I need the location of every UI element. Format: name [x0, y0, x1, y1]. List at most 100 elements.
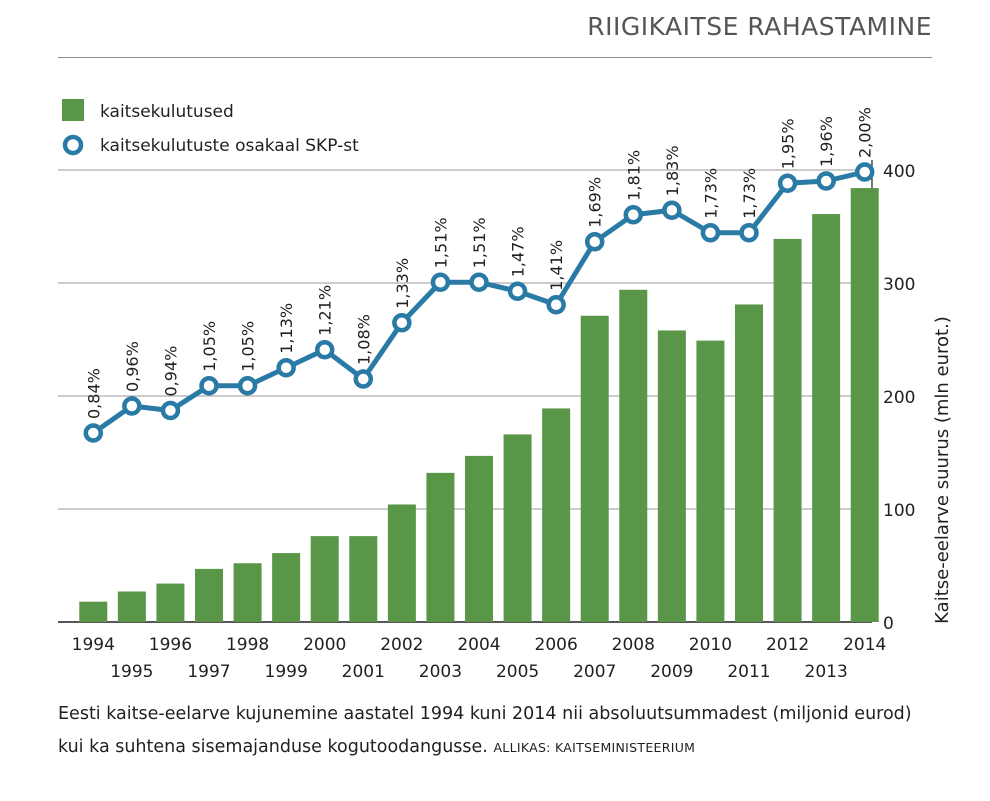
point-1994 [83, 423, 104, 443]
point-2003 [430, 272, 451, 292]
percent-label-2013: 1,96% [817, 116, 836, 167]
y-tick-0: 0 [883, 614, 894, 634]
bar-1997 [195, 568, 223, 622]
bar-1998 [233, 563, 262, 622]
y-tick-300: 300 [883, 275, 915, 295]
caption-text: Eesti kaitse-eelarve kujunemine aastatel… [58, 704, 912, 757]
percent-label-2009: 1,83% [663, 145, 682, 196]
x-tick-2006: 2006 [535, 635, 578, 655]
bar-2000 [310, 536, 339, 622]
y-tick-400: 400 [883, 162, 915, 182]
chart-caption: Eesti kaitse-eelarve kujunemine aastatel… [58, 698, 938, 764]
point-2005 [507, 281, 528, 301]
percent-label-2002: 1,33% [393, 258, 412, 309]
x-tick-2003: 2003 [419, 662, 462, 682]
percent-label-1996: 0,94% [161, 346, 180, 397]
x-tick-1999: 1999 [265, 662, 308, 682]
x-tick-2010: 2010 [689, 635, 732, 655]
bar-2013 [812, 214, 841, 622]
percent-label-1999: 1,13% [277, 303, 296, 354]
x-tick-2008: 2008 [612, 635, 655, 655]
bar-1994 [79, 601, 108, 622]
legend-bar-swatch [62, 99, 84, 121]
x-tick-2009: 2009 [650, 662, 693, 682]
bar-2001 [349, 536, 378, 622]
percent-label-2005: 1,47% [509, 226, 528, 277]
x-tick-1997: 1997 [187, 662, 230, 682]
point-2012 [777, 173, 798, 193]
bar-2008 [619, 289, 648, 622]
y-tick-200: 200 [883, 388, 915, 408]
x-tick-2002: 2002 [380, 635, 423, 655]
percent-label-1997: 1,05% [200, 321, 219, 372]
bar-1999 [272, 553, 301, 622]
percent-label-2014: 2,00% [856, 107, 875, 158]
point-2011 [739, 223, 759, 243]
point-2000 [314, 340, 335, 360]
page-title: RIIGIKAITSE RAHASTAMINE [587, 12, 932, 41]
percent-label-2004: 1,51% [470, 217, 489, 268]
bar-2014 [850, 188, 879, 622]
percent-label-2012: 1,95% [779, 118, 798, 169]
point-1998 [237, 376, 258, 396]
percent-label-2011: 1,73% [740, 168, 759, 219]
percent-label-1998: 1,05% [239, 321, 258, 372]
percent-label-2003: 1,51% [431, 217, 450, 268]
bar-1995 [117, 591, 146, 622]
x-tick-2013: 2013 [805, 662, 848, 682]
legend-line-marker [62, 134, 84, 156]
bar-series [79, 188, 879, 622]
point-2010 [700, 223, 721, 243]
point-1995 [122, 396, 142, 416]
bar-2005 [503, 434, 532, 622]
x-tick-1994: 1994 [72, 635, 115, 655]
percent-label-2006: 1,41% [547, 240, 566, 291]
point-2001 [353, 369, 374, 389]
percent-label-1995: 0,96% [123, 341, 142, 392]
x-tick-2000: 2000 [303, 635, 346, 655]
legend-line-label: kaitsekulutuste osakaal SKP-st [100, 136, 359, 156]
point-2002 [392, 313, 412, 333]
percent-label-2010: 1,73% [701, 168, 720, 219]
x-tick-1996: 1996 [149, 635, 192, 655]
x-tick-2007: 2007 [573, 662, 616, 682]
point-2007 [584, 232, 605, 252]
bar-2012 [773, 238, 802, 622]
x-tick-2001: 2001 [342, 662, 385, 682]
x-axis-ticks: 1994 1995 1996 1997 1998 1999 2000 2001 2002 2003… [72, 635, 887, 682]
legend-bar-label: kaitsekulutused [100, 102, 234, 122]
bar-2002 [387, 504, 416, 622]
page-header: RIIGIKAITSE RAHASTAMINE [0, 0, 990, 60]
percent-labels: 0,84% 0,96% 0,94% 1,05% 1,05% 1,13% 1,21% 1,08%… [84, 107, 874, 419]
x-tick-2004: 2004 [457, 635, 500, 655]
point-2004 [469, 272, 489, 292]
point-2014 [854, 162, 875, 182]
y-tick-100: 100 [883, 501, 915, 521]
bar-2011 [735, 304, 763, 622]
bar-2006 [542, 408, 571, 622]
point-1999 [276, 358, 296, 378]
point-1996 [160, 400, 181, 421]
point-1997 [199, 376, 219, 396]
x-tick-1995: 1995 [110, 662, 153, 682]
point-2009 [662, 200, 682, 220]
y-axis-ticks: 0 100 200 300 400 [883, 162, 915, 634]
percent-label-2008: 1,81% [624, 150, 643, 201]
legend: kaitsekulutused kaitsekulutuste osakaal … [62, 99, 359, 156]
percent-label-2007: 1,69% [586, 177, 605, 228]
caption-source: ALLIKAS: KAITSEMINISTEERIUM [493, 740, 696, 755]
point-2008 [623, 205, 644, 225]
bar-2009 [657, 330, 686, 622]
x-tick-2005: 2005 [496, 662, 539, 682]
percent-label-1994: 0,84% [84, 368, 103, 419]
bar-1996 [156, 583, 185, 622]
line-series [83, 162, 875, 443]
point-2013 [816, 171, 836, 191]
bar-2010 [696, 340, 725, 622]
x-tick-1998: 1998 [226, 635, 269, 655]
percent-label-2001: 1,08% [354, 314, 373, 365]
header-divider [58, 57, 932, 58]
bar-2003 [426, 472, 455, 622]
percent-label-2000: 1,21% [316, 285, 335, 336]
